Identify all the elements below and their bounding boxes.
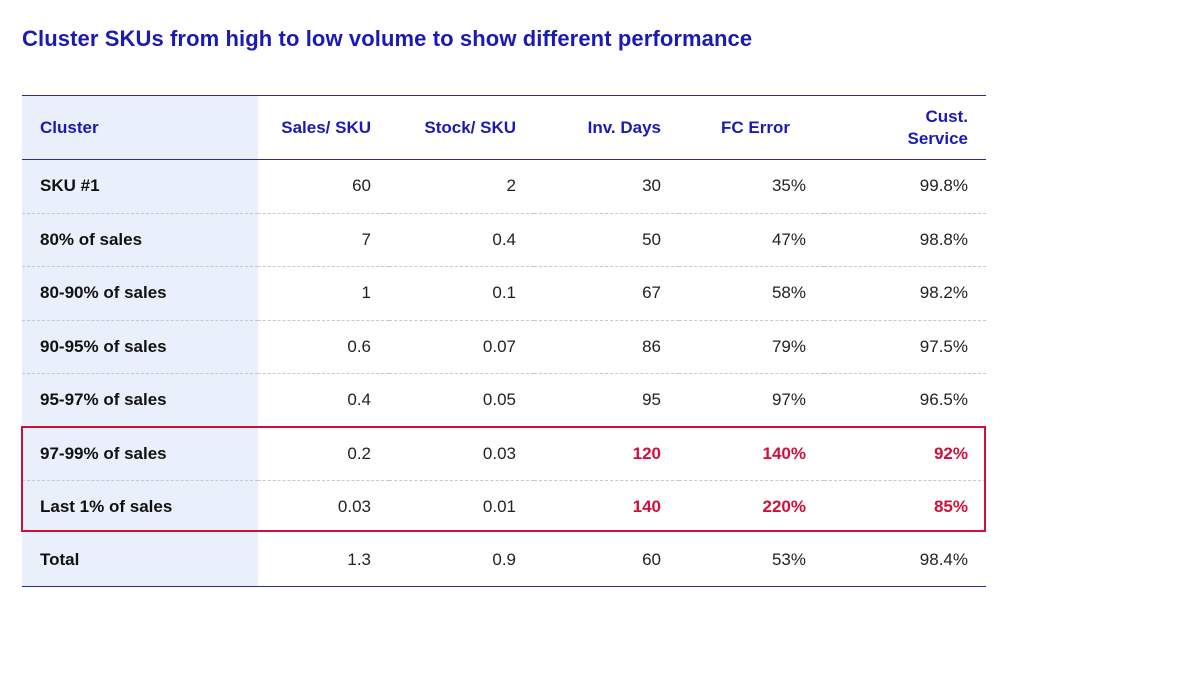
stock-per-sku: 0.4 [389,213,534,267]
table-row-highlighted: Last 1% of sales 0.03 0.01 140 220% 85% [22,480,986,534]
stock-per-sku: 0.01 [482,497,516,517]
inv-days: 120 [534,427,679,481]
fc-error: 35% [679,159,824,214]
sales-per-sku: 1.3 [258,533,389,587]
stock-per-sku: 0.07 [389,320,534,374]
header-sales-per-sku: Sales/ SKU [281,117,371,137]
cluster-name: SKU #1 [22,159,258,214]
stock-per-sku: 0.1 [389,266,534,321]
table-row-highlighted: 97-99% of sales 0.2 0.03 120 140% 92% [22,427,986,481]
cust-service: 85% [933,497,968,517]
cust-service: 99.8% [824,159,986,214]
header-cluster: Cluster [22,95,258,160]
header-cust-service: Cust. Service [907,106,969,148]
fc-error: 97% [679,373,824,428]
inv-days: 50 [534,213,679,267]
cluster-name: 80% of sales [22,213,258,267]
fc-error: 79% [679,320,824,374]
cust-service: 96.5% [824,373,986,428]
performance-table: Cluster Sales/ SKU Stock/ SKU Inv. Days … [22,95,986,587]
fc-error: 58% [679,266,824,321]
cust-service: 97.5% [824,320,986,374]
table-row: 80-90% of sales 1 0.1 67 58% 98.2% [22,266,986,321]
fc-error: 53% [679,533,824,587]
cluster-name: 90-95% of sales [22,320,258,374]
cluster-name: Last 1% of sales [22,480,258,534]
table-row: SKU #1 60 2 30 35% 99.8% [22,159,986,214]
cust-service: 92% [824,427,986,481]
inv-days: 95 [534,373,679,428]
sales-per-sku: 0.6 [258,320,389,374]
fc-error: 47% [679,213,824,267]
header-inv-days: Inv. Days [587,117,661,137]
fc-error: 220% [762,497,806,517]
table-row: 90-95% of sales 0.6 0.07 86 79% 97.5% [22,320,986,374]
stock-per-sku: 0.03 [389,427,534,481]
cust-service: 98.8% [824,213,986,267]
stock-per-sku: 0.05 [389,373,534,428]
inv-days: 60 [534,533,679,587]
sales-per-sku: 7 [258,213,389,267]
cluster-name: Total [22,533,258,587]
stock-per-sku: 2 [389,159,534,214]
table-row-total: Total 1.3 0.9 60 53% 98.4% [22,533,986,587]
inv-days: 140 [632,497,661,517]
cust-service: 98.2% [824,266,986,321]
header-fc-error: FC Error [721,117,790,137]
cluster-name: 97-99% of sales [22,427,258,481]
cluster-name: 95-97% of sales [22,373,258,428]
sales-per-sku: 0.4 [258,373,389,428]
inv-days: 86 [534,320,679,374]
inv-days: 30 [534,159,679,214]
table-header-row: Cluster Sales/ SKU Stock/ SKU Inv. Days … [22,95,986,160]
slide-title: Cluster SKUs from high to low volume to … [22,26,753,51]
cust-service: 98.4% [824,533,986,587]
inv-days: 67 [534,266,679,321]
sales-per-sku: 0.03 [337,497,371,517]
cluster-name: 80-90% of sales [22,266,258,321]
header-stock-per-sku: Stock/ SKU [424,117,516,137]
table-row: 95-97% of sales 0.4 0.05 95 97% 96.5% [22,373,986,428]
sales-per-sku: 60 [258,159,389,214]
stock-per-sku: 0.9 [389,533,534,587]
sales-per-sku: 1 [258,266,389,321]
table-row: 80% of sales 7 0.4 50 47% 98.8% [22,213,986,267]
sales-per-sku: 0.2 [258,427,389,481]
fc-error: 140% [679,427,824,481]
